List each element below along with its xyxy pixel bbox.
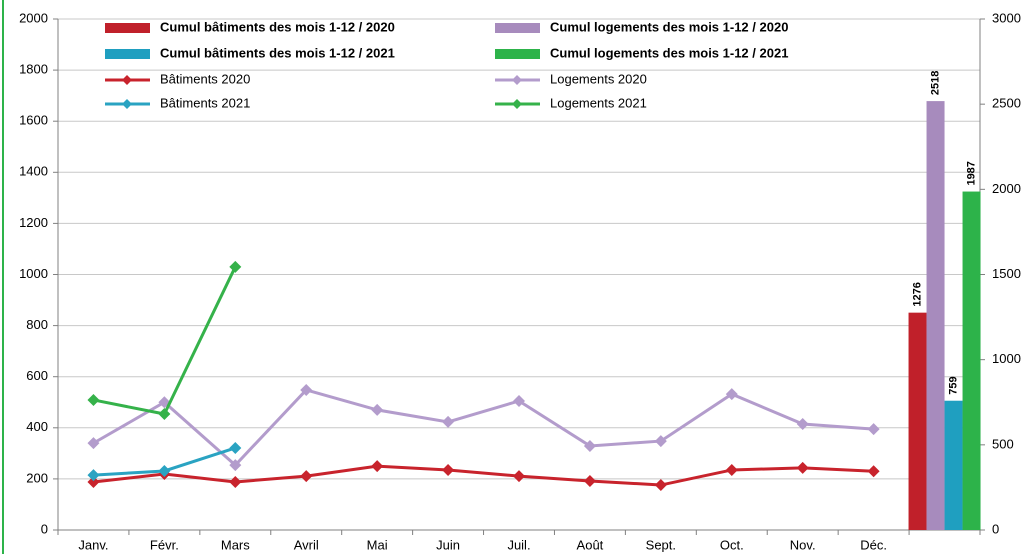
y-tick-label: 1200 xyxy=(19,215,48,230)
point xyxy=(725,388,738,401)
legend-label: Cumul bâtiments des mois 1-12 / 2020 xyxy=(160,19,395,34)
x-tick-label: Janv. xyxy=(78,537,108,552)
legend-label: Bâtiments 2021 xyxy=(160,95,250,110)
legend-swatch xyxy=(105,49,150,59)
y-tick-label: 1400 xyxy=(19,164,48,179)
x-tick-label: Juin xyxy=(436,537,460,552)
bar xyxy=(962,191,981,530)
legend-point xyxy=(122,99,132,109)
point xyxy=(87,469,100,482)
point xyxy=(583,474,596,487)
x-tick-label: Mai xyxy=(367,537,388,552)
value-label: 1276 xyxy=(911,282,923,306)
point xyxy=(300,383,313,396)
line xyxy=(93,464,874,487)
y2-tick-label: 500 xyxy=(992,436,1014,451)
y2-tick-label: 1500 xyxy=(992,266,1021,281)
point xyxy=(229,475,242,488)
x-tick-label: Déc. xyxy=(860,537,887,552)
point xyxy=(725,463,738,476)
point xyxy=(442,463,455,476)
point xyxy=(87,393,100,406)
x-tick-label: Mars xyxy=(221,537,250,552)
point xyxy=(654,435,667,448)
y-tick-label: 800 xyxy=(26,317,48,332)
point xyxy=(796,417,809,430)
legend-swatch xyxy=(495,23,540,33)
point xyxy=(654,479,667,492)
x-tick-label: Nov. xyxy=(790,537,816,552)
point xyxy=(229,260,242,273)
y2-tick-label: 1000 xyxy=(992,351,1021,366)
y2-tick-label: 2000 xyxy=(992,181,1021,196)
x-tick-label: Août xyxy=(577,537,604,552)
x-tick-label: Févr. xyxy=(150,537,179,552)
y-tick-label: 600 xyxy=(26,368,48,383)
legend-label: Cumul logements des mois 1-12 / 2020 xyxy=(550,19,788,34)
point xyxy=(867,465,880,478)
value-label: 759 xyxy=(947,376,959,394)
bar xyxy=(908,312,927,530)
y2-tick-label: 3000 xyxy=(992,10,1021,25)
legend-label: Bâtiments 2020 xyxy=(160,71,250,86)
y-tick-label: 1600 xyxy=(19,113,48,128)
point xyxy=(158,464,171,477)
legend-point xyxy=(122,75,132,85)
y-tick-label: 2000 xyxy=(19,10,48,25)
point xyxy=(796,461,809,474)
point xyxy=(229,459,242,472)
x-tick-label: Avril xyxy=(294,537,319,552)
y-tick-label: 0 xyxy=(41,521,48,536)
point xyxy=(371,403,384,416)
point xyxy=(442,415,455,428)
point xyxy=(87,475,100,488)
line xyxy=(93,266,237,416)
x-tick-label: Juil. xyxy=(507,537,530,552)
y-tick-label: 1000 xyxy=(19,266,48,281)
x-tick-label: Oct. xyxy=(720,537,744,552)
point xyxy=(867,423,880,436)
point xyxy=(583,439,596,452)
point xyxy=(229,441,242,454)
point xyxy=(87,437,100,450)
x-tick-label: Sept. xyxy=(646,537,676,552)
bar xyxy=(944,400,963,530)
point xyxy=(513,470,525,483)
legend-label: Logements 2020 xyxy=(550,71,647,86)
value-label: 2518 xyxy=(929,71,941,95)
legend-swatch xyxy=(105,23,150,33)
value-label: 1987 xyxy=(965,161,977,185)
point xyxy=(371,460,384,473)
y2-tick-label: 2500 xyxy=(992,96,1021,111)
bar xyxy=(926,101,945,530)
legend-point xyxy=(512,75,522,85)
y-tick-label: 400 xyxy=(26,419,48,434)
y-tick-label: 1800 xyxy=(19,62,48,77)
point xyxy=(300,470,313,483)
y-tick-label: 200 xyxy=(26,470,48,485)
legend-swatch xyxy=(495,49,540,59)
line xyxy=(92,388,874,468)
legend-label: Cumul bâtiments des mois 1-12 / 2021 xyxy=(160,45,395,60)
point xyxy=(513,394,525,407)
legend-label: Cumul logements des mois 1-12 / 2021 xyxy=(550,45,788,60)
y2-tick-label: 0 xyxy=(992,521,999,536)
point xyxy=(158,408,171,421)
legend-point xyxy=(512,99,522,109)
legend-label: Logements 2021 xyxy=(550,95,647,110)
